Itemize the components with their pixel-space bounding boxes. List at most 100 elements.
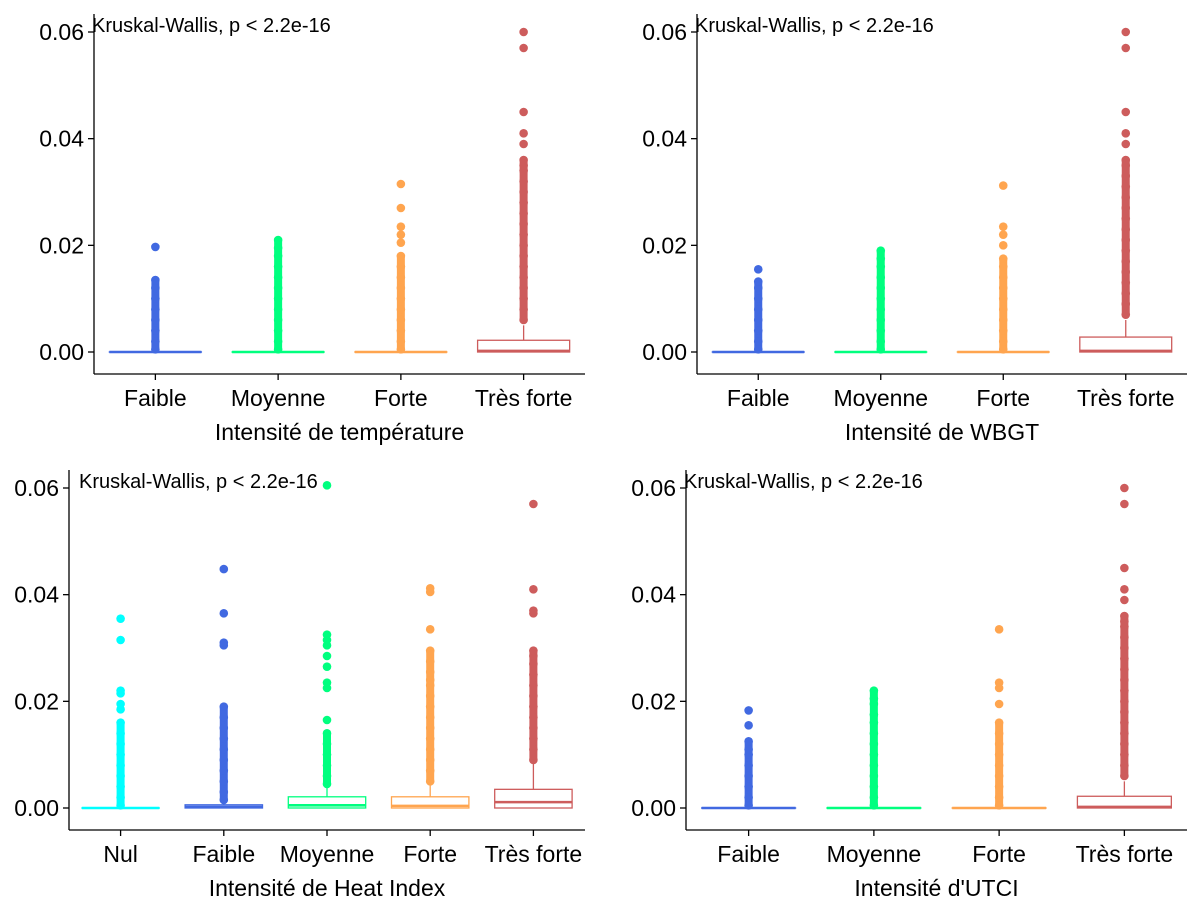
outlier-point: [425, 766, 435, 775]
outlier-point: [1120, 718, 1129, 727]
outlier-point: [425, 625, 435, 634]
outlier-point: [322, 630, 332, 639]
outlier-point: [396, 294, 406, 303]
outlier-point: [151, 326, 160, 335]
outlier-point: [1121, 225, 1131, 234]
outlier-point: [151, 294, 160, 303]
outlier-point: [425, 723, 435, 733]
annotation-text: Kruskal-Wallis, p < 2.2e-16: [695, 15, 934, 37]
outlier-point: [529, 723, 538, 733]
outlier-point: [322, 729, 332, 738]
outlier-point: [322, 750, 332, 759]
x-axis-title: Intensité de température: [215, 419, 464, 445]
x-axis-title: Intensité de WBGT: [845, 419, 1039, 445]
x-tick-label: Faible: [124, 385, 187, 411]
outlier-point: [869, 761, 879, 770]
outlier-point: [519, 198, 528, 207]
outlier-point: [519, 219, 528, 229]
outlier-point: [519, 187, 528, 197]
outlier-point: [219, 734, 229, 743]
y-tick-label: 0.06: [631, 475, 676, 501]
outlier-point: [876, 326, 886, 335]
outlier-point: [425, 646, 435, 655]
y-tick-label: 0.00: [631, 795, 676, 821]
outlier-point: [1121, 193, 1131, 202]
outlier-point: [876, 262, 886, 271]
y-tick-label: 0.06: [14, 475, 59, 501]
outlier-point: [1120, 499, 1129, 509]
outlier-point: [1121, 203, 1131, 213]
panel-2: 0.00 0.02 0.04 0.06 Faible Moyenne Forte Très f…: [642, 14, 1187, 445]
x-axis-title: Intensité d'UTCI: [854, 875, 1018, 901]
outlier-point: [116, 801, 125, 810]
outlier-point: [876, 246, 886, 255]
outlier-point: [322, 771, 332, 781]
outlier-point: [994, 801, 1004, 810]
outlier-point: [219, 638, 229, 647]
outlier-point: [116, 750, 125, 759]
outlier-point: [998, 241, 1008, 250]
outlier-point: [998, 222, 1008, 231]
outlier-point: [396, 203, 406, 213]
outlier-point: [1120, 483, 1129, 493]
outlier-point: [396, 345, 406, 354]
outlier-point: [1121, 171, 1131, 181]
outlier-point: [396, 222, 406, 231]
panel-4: 0.00 0.02 0.04 0.06 Faible Moyenne Forte Très f…: [631, 470, 1187, 901]
outlier-point: [425, 675, 435, 685]
outlier-point: [1121, 278, 1131, 287]
outlier-point: [1121, 310, 1131, 319]
outlier-point: [273, 305, 283, 314]
outlier-point: [396, 262, 406, 271]
y-tick-label: 0.06: [642, 19, 687, 45]
outlier-point: [396, 230, 406, 239]
outlier-point: [744, 771, 753, 781]
y-tick-label: 0.02: [631, 688, 676, 714]
outlier-point: [1121, 289, 1131, 298]
outlier-point: [116, 761, 125, 770]
outlier-point: [219, 777, 229, 786]
outlier-point: [1121, 299, 1131, 309]
outlier-point: [1121, 182, 1131, 191]
outlier-point: [219, 713, 229, 722]
outlier-point: [273, 345, 283, 354]
outlier-point: [753, 305, 763, 314]
outlier-point: [1120, 633, 1129, 642]
outlier-point: [151, 283, 160, 293]
outlier-point: [998, 254, 1008, 263]
y-tick-label: 0.02: [14, 688, 59, 714]
outlier-point: [219, 564, 229, 574]
outlier-point: [519, 283, 528, 293]
outlier-point: [219, 745, 229, 754]
outlier-point: [994, 699, 1004, 709]
outlier-point: [1121, 139, 1131, 149]
outlier-point: [1120, 707, 1129, 717]
outlier-point: [529, 681, 538, 690]
outlier-point: [425, 691, 435, 701]
outlier-point: [1120, 761, 1129, 770]
outlier-point: [1120, 675, 1129, 685]
outlier-point: [396, 305, 406, 314]
outlier-point: [876, 294, 886, 303]
y-tick-label: 0.02: [39, 232, 84, 258]
outlier-point: [753, 315, 763, 325]
outlier-point: [151, 305, 160, 314]
outlier-point: [519, 305, 528, 314]
outlier-point: [519, 27, 528, 37]
outlier-point: [1121, 267, 1131, 277]
outlier-point: [998, 230, 1008, 239]
outlier-point: [1121, 246, 1131, 255]
outlier-point: [219, 787, 229, 797]
x-tick-label: Forte: [972, 841, 1026, 867]
panel-3: 0.00 0.02 0.04 0.06 Nul Faible Moyenne Forte Trè…: [14, 470, 585, 901]
x-tick-label: Moyenne: [231, 385, 326, 411]
outlier-point: [994, 625, 1004, 634]
box-group-faible: Faible: [711, 265, 805, 411]
outlier-point: [529, 499, 538, 509]
outlier-point: [998, 345, 1008, 354]
outlier-point: [998, 283, 1008, 293]
box-group-forte: Forte: [354, 179, 448, 411]
outlier-point: [151, 345, 160, 354]
outlier-point: [869, 801, 879, 810]
outlier-point: [425, 583, 435, 593]
